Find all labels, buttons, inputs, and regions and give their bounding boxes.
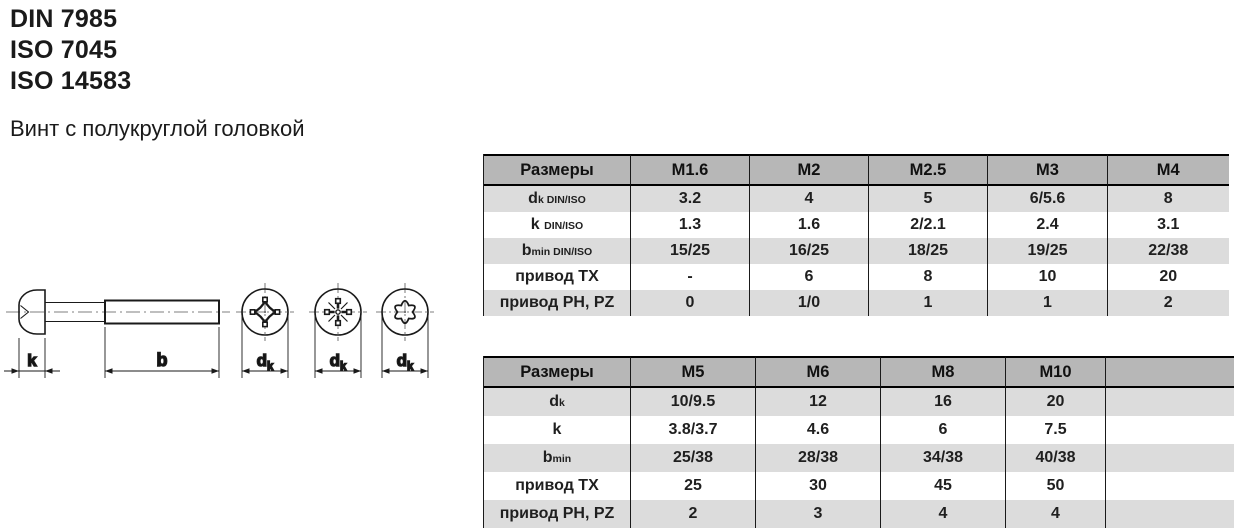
table-cell: 19/25 bbox=[988, 238, 1108, 264]
column-header: M8 bbox=[881, 356, 1006, 388]
row-label: привод PH, PZ bbox=[484, 290, 631, 316]
table-cell: 15/25 bbox=[631, 238, 750, 264]
table-cell: 25 bbox=[631, 472, 756, 500]
table-cell: 20 bbox=[1006, 388, 1106, 416]
screw-technical-drawing: k b bbox=[4, 283, 434, 378]
column-header: M6 bbox=[756, 356, 881, 388]
table-cell: 8 bbox=[869, 264, 988, 290]
torx-recess-view bbox=[376, 283, 434, 341]
table-cell: 6 bbox=[750, 264, 869, 290]
table-cell: 20 bbox=[1108, 264, 1229, 290]
page-subtitle: Винт с полукруглой головкой bbox=[10, 116, 305, 141]
table-cell: - bbox=[631, 264, 750, 290]
table-cell: 4.6 bbox=[756, 416, 881, 444]
table-cell: 2 bbox=[631, 500, 756, 528]
table-cell: 3.1 bbox=[1108, 212, 1229, 238]
column-header: M1.6 bbox=[631, 154, 750, 186]
row-label: b min DIN/ISO bbox=[484, 238, 631, 264]
table-cell bbox=[1106, 500, 1234, 528]
table-cell: 1/0 bbox=[750, 290, 869, 316]
column-header: Размеры bbox=[484, 154, 631, 186]
table-cell: 2.4 bbox=[988, 212, 1108, 238]
pozidriv-cross-icon bbox=[323, 297, 353, 327]
title-din: DIN 7985 bbox=[10, 5, 118, 33]
dimension-k: k bbox=[4, 338, 60, 378]
table-cell: 2/2.1 bbox=[869, 212, 988, 238]
row-label: k bbox=[484, 416, 631, 444]
dim-label-dk-sub: k bbox=[267, 361, 274, 373]
standard-titles: DIN 7985 ISO 7045 ISO 14583 bbox=[10, 4, 131, 97]
table-cell bbox=[1106, 388, 1234, 416]
table-cell: 18/25 bbox=[869, 238, 988, 264]
phillips-recess-view bbox=[236, 283, 294, 341]
table-cell: 6 bbox=[881, 416, 1006, 444]
table-cell: 45 bbox=[881, 472, 1006, 500]
table-cell: 2 bbox=[1108, 290, 1229, 316]
title-iso1: ISO 7045 bbox=[10, 36, 118, 64]
table-cell: 3 bbox=[756, 500, 881, 528]
table-cell: 16 bbox=[881, 388, 1006, 416]
table-cell: 4 bbox=[750, 186, 869, 212]
dim-label-dk-base: d bbox=[257, 351, 267, 370]
column-header: M2.5 bbox=[869, 154, 988, 186]
svg-text:dk: dk bbox=[397, 351, 414, 373]
table-cell: 1 bbox=[869, 290, 988, 316]
table-cell: 10/9.5 bbox=[631, 388, 756, 416]
column-header: M10 bbox=[1006, 356, 1106, 388]
table-cell bbox=[1106, 472, 1234, 500]
row-label: привод TX bbox=[484, 264, 631, 290]
table-cell: 30 bbox=[756, 472, 881, 500]
column-header: M3 bbox=[988, 154, 1108, 186]
column-header: M4 bbox=[1108, 154, 1229, 186]
column-header: Размеры bbox=[484, 356, 631, 388]
table-cell: 6/5.6 bbox=[988, 186, 1108, 212]
table-cell: 4 bbox=[881, 500, 1006, 528]
table-cell: 3.2 bbox=[631, 186, 750, 212]
table-cell: 7.5 bbox=[1006, 416, 1106, 444]
row-label: привод PH, PZ bbox=[484, 500, 631, 528]
row-label: b min bbox=[484, 444, 631, 472]
table-cell: 1 bbox=[988, 290, 1108, 316]
table-cell: 28/38 bbox=[756, 444, 881, 472]
table-cell: 12 bbox=[756, 388, 881, 416]
table-cell: 10 bbox=[988, 264, 1108, 290]
table-cell: 22/38 bbox=[1108, 238, 1229, 264]
table-cell: 0 bbox=[631, 290, 750, 316]
table-cell: 8 bbox=[1108, 186, 1229, 212]
title-iso2: ISO 14583 bbox=[10, 67, 132, 95]
row-label: k DIN/ISO bbox=[484, 212, 631, 238]
dimension-dk-pz: dk bbox=[314, 315, 362, 378]
dimension-dk-tx: dk bbox=[381, 315, 429, 378]
dim-label-k: k bbox=[27, 351, 37, 370]
svg-text:dk: dk bbox=[330, 351, 347, 373]
dimension-dk-ph: dk bbox=[241, 315, 289, 378]
table-cell bbox=[1106, 444, 1234, 472]
table-cell: 1.3 bbox=[631, 212, 750, 238]
table-cell: 1.6 bbox=[750, 212, 869, 238]
table-cell: 34/38 bbox=[881, 444, 1006, 472]
side-view: k b bbox=[4, 289, 230, 378]
table-cell: 25/38 bbox=[631, 444, 756, 472]
table-cell: 3.8/3.7 bbox=[631, 416, 756, 444]
table-cell: 16/25 bbox=[750, 238, 869, 264]
row-label: привод TX bbox=[484, 472, 631, 500]
torx-star-icon bbox=[394, 299, 416, 325]
table-cell: 4 bbox=[1006, 500, 1106, 528]
table-cell: 40/38 bbox=[1006, 444, 1106, 472]
column-header bbox=[1106, 356, 1234, 388]
dim-label-b: b bbox=[157, 350, 168, 370]
table-cell: 50 bbox=[1006, 472, 1106, 500]
column-header: M2 bbox=[750, 154, 869, 186]
table-cell bbox=[1106, 416, 1234, 444]
column-header: M5 bbox=[631, 356, 756, 388]
svg-text:dk: dk bbox=[257, 351, 274, 373]
pozidriv-recess-view bbox=[309, 283, 367, 341]
dimension-b: b bbox=[104, 327, 220, 378]
table-cell: 5 bbox=[869, 186, 988, 212]
